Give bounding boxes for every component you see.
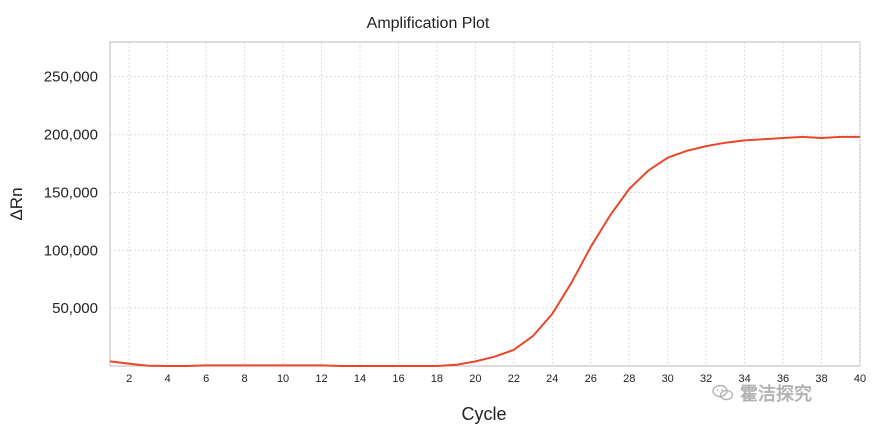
x-tick-label: 28 (623, 373, 635, 385)
x-tick-label: 26 (585, 373, 597, 385)
x-tick-label: 40 (854, 373, 866, 385)
x-tick-label: 20 (469, 373, 481, 385)
series-line (109, 135, 860, 367)
y-tick-label: 50,000 (52, 300, 98, 317)
x-axis-ticks: 2 4 6 8 10 12 14 16 18 20 22 24 26 28 30 32 34 36 38 40 (126, 373, 866, 385)
x-tick-label: 30 (662, 373, 674, 385)
x-tick-label: 16 (392, 373, 404, 385)
x-tick-label: 2 (126, 373, 132, 385)
x-tick-label: 38 (815, 373, 827, 385)
y-tick-label: 150,000 (44, 184, 98, 201)
series-layer (109, 135, 860, 367)
y-axis-label: ΔRn (7, 187, 26, 220)
watermark: 霍洁探究 (712, 380, 812, 406)
y-tick-label: 100,000 (44, 242, 98, 259)
x-tick-label: 8 (242, 373, 248, 385)
x-tick-label: 10 (277, 373, 289, 385)
x-tick-label: 18 (431, 373, 443, 385)
plot-area (109, 41, 861, 367)
x-tick-label: 32 (700, 373, 712, 385)
watermark-text: 霍洁探究 (740, 384, 812, 405)
y-tick-label: 200,000 (44, 127, 98, 144)
x-tick-label: 34 (738, 373, 750, 385)
x-tick-label: 24 (546, 373, 558, 385)
x-tick-label: 14 (354, 373, 366, 385)
wechat-icon (712, 384, 734, 401)
x-tick-label: 36 (777, 373, 789, 385)
grid-lines (110, 42, 861, 366)
x-tick-label: 4 (165, 373, 171, 385)
x-tick-label: 6 (203, 373, 209, 385)
y-tick-label: 250,000 (44, 69, 98, 86)
y-axis-ticks: 50,000 100,000 150,000 200,000 250,000 (44, 69, 98, 317)
x-tick-label: 22 (508, 373, 520, 385)
chart-title: Amplification Plot (367, 15, 490, 32)
x-tick-label: 12 (315, 373, 327, 385)
x-axis-label: Cycle (461, 404, 506, 424)
